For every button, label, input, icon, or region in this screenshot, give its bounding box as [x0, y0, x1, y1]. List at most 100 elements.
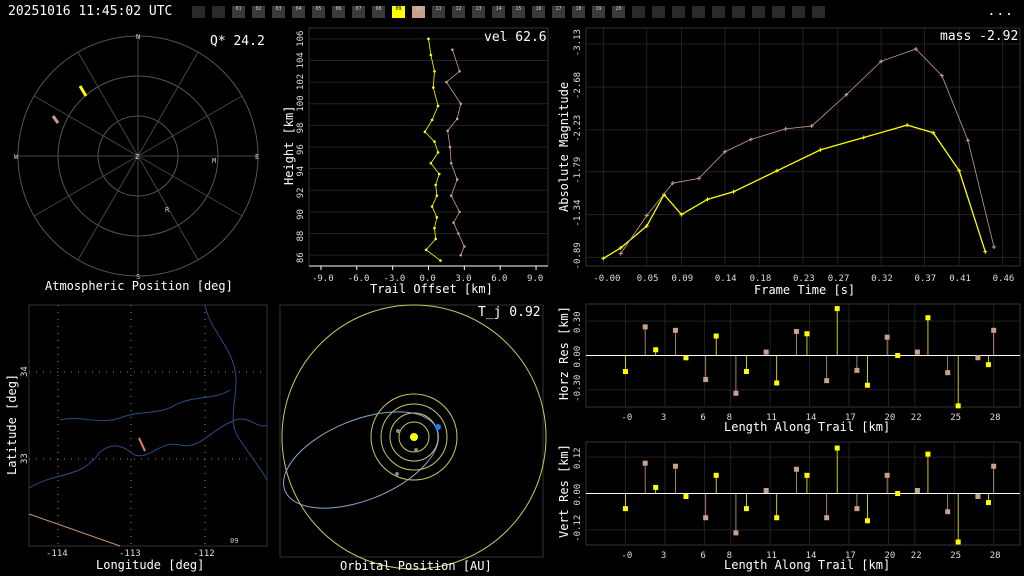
trail-point — [424, 248, 428, 252]
menu-button[interactable]: ... — [987, 4, 1014, 19]
trail-point — [431, 86, 435, 89]
vert-point — [804, 472, 810, 478]
vert-residual-plot[interactable]: -0 3 6 8 11 14 17 20 22 25 28 0.12 0.00 -0.12 Length … — [557, 441, 1021, 572]
trail-point — [430, 205, 434, 208]
horz-xtick-label: 6 — [700, 413, 705, 423]
q-value: Q* 24.2 — [210, 34, 265, 49]
meteor-track-primary — [78, 85, 88, 97]
mag-point — [957, 168, 962, 173]
planet-icon — [395, 472, 399, 476]
camera-slot[interactable]: 08 — [372, 6, 385, 18]
horz-point — [824, 378, 830, 384]
mag-point — [844, 92, 849, 97]
horz-point — [804, 331, 810, 337]
horz-point — [975, 355, 981, 361]
camera-slot[interactable]: 04 — [292, 6, 305, 18]
vert-ytick-label: 0.12 — [573, 447, 583, 469]
horz-point — [763, 349, 769, 355]
meteor-track-secondary — [51, 115, 60, 124]
mag-point — [965, 138, 970, 143]
horz-point — [884, 334, 890, 340]
sky-spoke — [137, 155, 243, 217]
camera-slot[interactable] — [732, 6, 745, 18]
mag-ytick-label: -2.23 — [573, 115, 583, 142]
trail-point — [457, 232, 460, 235]
vert-xtick-label: 28 — [990, 551, 1001, 561]
camera-slot[interactable]: 13 — [472, 6, 485, 18]
map-ylabel: Latitude [deg] — [5, 374, 19, 475]
map-ytick-label: 33 — [20, 453, 30, 464]
camera-slot[interactable]: 14 — [492, 6, 505, 18]
camera-slot[interactable]: 17 — [552, 6, 565, 18]
trail-point — [436, 151, 440, 154]
mag-xtick-label: 0.09 — [671, 274, 693, 284]
trail-xtick-label: 3.0 — [455, 274, 471, 284]
camera-slot[interactable] — [792, 6, 805, 18]
trail-point — [434, 183, 437, 187]
camera-slot[interactable]: 02 — [252, 6, 265, 18]
camera-slot[interactable] — [652, 6, 665, 18]
mag-ytick-label: -0.89 — [573, 242, 583, 269]
camera-slot[interactable]: 05 — [312, 6, 325, 18]
mag-xtick-label: 0.18 — [750, 274, 772, 284]
vert-point — [672, 463, 678, 469]
trail-point — [452, 221, 455, 225]
tj-value: T_j 0.92 — [478, 305, 541, 320]
orbit-plot[interactable]: T_j 0.92 Orbital Position [AU] — [270, 304, 547, 573]
trail-point — [429, 53, 433, 57]
vert-point — [895, 491, 901, 496]
camera-slot[interactable]: 16 — [532, 6, 545, 18]
trail-point — [445, 80, 448, 84]
vert-point — [743, 506, 749, 512]
ground-track-meteor — [138, 437, 146, 452]
vert-point — [733, 530, 739, 536]
camera-slot[interactable]: 19 — [592, 6, 605, 18]
mag-ylabel: Absolute Magnitude — [557, 82, 571, 212]
mag-xlabel: Frame Time [s] — [754, 283, 855, 297]
mag-point — [809, 124, 814, 129]
camera-slot[interactable]: 09 — [392, 6, 405, 18]
camera-slot[interactable]: 07 — [352, 6, 365, 18]
camera-slot[interactable] — [812, 6, 825, 18]
camera-slot[interactable]: 11 — [432, 6, 445, 18]
camera-slot[interactable] — [752, 6, 765, 18]
camera-slot[interactable]: 03 — [272, 6, 285, 18]
camera-slot[interactable]: 01 — [232, 6, 245, 18]
trail-ytick-label: 98 — [296, 123, 306, 134]
ground-map[interactable]: 09 Longitude [deg] Latitude [deg] — [5, 304, 268, 572]
camera-slot[interactable]: 15 — [512, 6, 525, 18]
vert-point — [945, 509, 951, 515]
magnitude-plot[interactable]: -0.00 0.05 0.09 0.14 0.18 0.23 0.27 0.32 0.37 0.4… — [557, 27, 1021, 297]
horz-xtick-label: -0 — [621, 413, 632, 423]
camera-slot[interactable] — [712, 6, 725, 18]
trail-plot[interactable]: -9.0 -6.0 -3.0 0.0 3.0 6.0 9.0 106 104 102 100 98 96… — [282, 27, 549, 296]
map-xtick-label: -112 — [193, 549, 215, 559]
camera-slot[interactable] — [672, 6, 685, 18]
trail-series-line — [445, 49, 465, 256]
camera-slot[interactable] — [212, 6, 225, 18]
horz-point — [945, 370, 951, 376]
camera-slot[interactable] — [772, 6, 785, 18]
trail-ytick-label: 92 — [296, 187, 306, 198]
camera-slot[interactable]: 10 — [412, 6, 425, 18]
camera-slot[interactable]: 12 — [452, 6, 465, 18]
camera-slot[interactable] — [192, 6, 205, 18]
mag-point — [818, 147, 823, 152]
camera-slot[interactable]: 06 — [332, 6, 345, 18]
sky-plot[interactable]: N S E W Z M R Q* 24.2 Atmospheric Positi… — [14, 33, 265, 293]
vert-point — [774, 515, 780, 521]
camera-slot[interactable] — [692, 6, 705, 18]
horz-point — [793, 328, 799, 334]
horz-residual-plot[interactable]: -0 3 6 8 11 14 17 20 22 25 28 0.30 0.00 -0.30 Length … — [557, 303, 1021, 434]
camera-slot[interactable] — [632, 6, 645, 18]
vert-point — [955, 539, 961, 545]
vert-xtick-label: 6 — [700, 551, 705, 561]
east-label: E — [255, 153, 259, 161]
camera-slot[interactable]: 18 — [572, 6, 585, 18]
camera-slot[interactable]: 20 — [612, 6, 625, 18]
mag-point — [783, 126, 788, 131]
trail-ytick-label: 96 — [296, 144, 306, 155]
vert-xtick-label: -0 — [621, 551, 632, 561]
mag-point — [931, 130, 936, 135]
